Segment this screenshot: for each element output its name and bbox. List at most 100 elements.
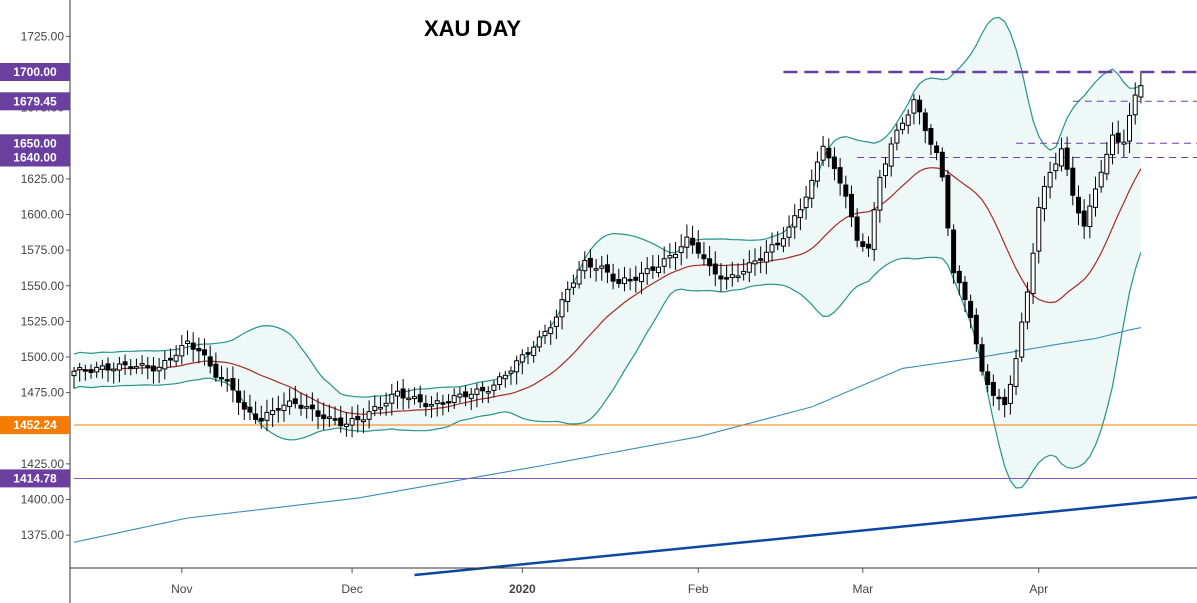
candle-body: [116, 363, 122, 371]
candle-body: [576, 269, 582, 285]
y-tick-label: 1550.00: [21, 279, 65, 293]
candle-body: [485, 391, 491, 394]
candle-body: [185, 340, 190, 345]
x-tick-label: Apr: [1029, 582, 1048, 596]
candle-body: [673, 253, 678, 259]
candle-body: [451, 395, 457, 404]
candle-body: [724, 277, 730, 280]
candle-body: [423, 403, 429, 408]
rising-trendline: [414, 496, 1197, 577]
candle-body: [826, 147, 832, 159]
candle-body: [752, 260, 758, 265]
candle-body: [587, 257, 593, 268]
candle-body: [951, 229, 957, 274]
candle-body: [133, 366, 139, 369]
candle-body: [695, 242, 701, 254]
candle-body: [644, 268, 650, 275]
candle-body: [71, 370, 77, 377]
level-label-text: 1700.00: [13, 65, 57, 79]
candle-body: [1098, 171, 1104, 188]
candle-body: [338, 417, 344, 427]
candle-body: [797, 209, 803, 218]
candle-body: [531, 346, 537, 357]
candle-body: [224, 379, 230, 382]
candle-body: [866, 243, 871, 249]
candle-body: [979, 344, 985, 372]
candle-body: [996, 396, 1002, 400]
candle-body: [633, 276, 639, 281]
candle-body: [264, 411, 270, 421]
candle-body: [1053, 163, 1059, 172]
candle-body: [412, 396, 417, 400]
candle-body: [1064, 147, 1070, 170]
candle-body: [1007, 383, 1013, 404]
candle-body: [559, 299, 565, 318]
candle-body: [968, 300, 974, 318]
candle-body: [247, 406, 253, 413]
level-label-text: 1414.78: [13, 471, 57, 485]
bollinger-middle: [73, 167, 1142, 415]
level-label-box: [0, 63, 70, 81]
candle-body: [548, 327, 554, 335]
candle-body: [173, 354, 179, 362]
candle-body: [241, 402, 247, 410]
candle-body: [809, 179, 815, 199]
y-tick-label: 1425.00: [21, 457, 65, 471]
candle-body: [962, 281, 968, 300]
x-tick-label: Dec: [341, 582, 362, 596]
candle-body: [1087, 205, 1093, 228]
candles: [71, 72, 1144, 438]
candle-body: [162, 360, 168, 370]
bollinger-upper: [73, 16, 1142, 398]
ma200-line: [73, 327, 1142, 543]
x-tick-label: 2020: [509, 582, 536, 596]
candle-body: [1081, 210, 1087, 227]
candle-body: [729, 274, 735, 279]
candle-body: [519, 354, 525, 363]
candle-body: [349, 418, 355, 426]
level-label-text: 1650.00: [13, 136, 57, 150]
candle-body: [514, 360, 520, 373]
candle-body: [712, 263, 718, 275]
candle-body: [343, 423, 349, 428]
candle-body: [190, 342, 196, 350]
candle-body: [565, 288, 571, 302]
level-label-text: 1640.00: [13, 151, 57, 165]
candle-body: [536, 336, 542, 348]
y-tick-label: 1500.00: [21, 350, 65, 364]
candle-body: [678, 246, 684, 254]
candle-body: [985, 371, 991, 385]
bollinger-fill: [74, 17, 1141, 489]
candle-body: [1138, 85, 1144, 98]
trendline: [414, 496, 1197, 577]
candle-body: [610, 273, 616, 282]
candle-body: [1030, 252, 1036, 295]
candle-body: [820, 145, 826, 161]
y-axis-tick-labels: 1375.001400.001425.001450.001475.001500.…: [21, 29, 70, 542]
candle-body: [849, 193, 854, 218]
candle-body: [1115, 132, 1121, 143]
x-tick-label: Mar: [852, 582, 873, 596]
bollinger-lower: [73, 252, 1142, 489]
candle-body: [990, 382, 996, 396]
candle-body: [656, 266, 661, 274]
candle-body: [1093, 188, 1098, 208]
candle-body: [1070, 167, 1076, 196]
candle-body: [780, 238, 786, 247]
candle-body: [304, 406, 310, 409]
candle-body: [792, 215, 798, 228]
candle-body: [803, 196, 809, 209]
x-tick-label: Feb: [688, 582, 709, 596]
candle-body: [973, 314, 979, 345]
candle-body: [542, 331, 548, 337]
candle-body: [502, 374, 508, 380]
candle-body: [372, 406, 378, 412]
candle-body: [491, 384, 497, 391]
candle-body: [1047, 172, 1053, 188]
candle-body: [446, 401, 452, 404]
candle-body: [1104, 153, 1110, 175]
candle-body: [627, 278, 633, 282]
candle-body: [883, 163, 888, 177]
candle-body: [440, 402, 446, 405]
y-tick-label: 1575.00: [21, 243, 65, 257]
